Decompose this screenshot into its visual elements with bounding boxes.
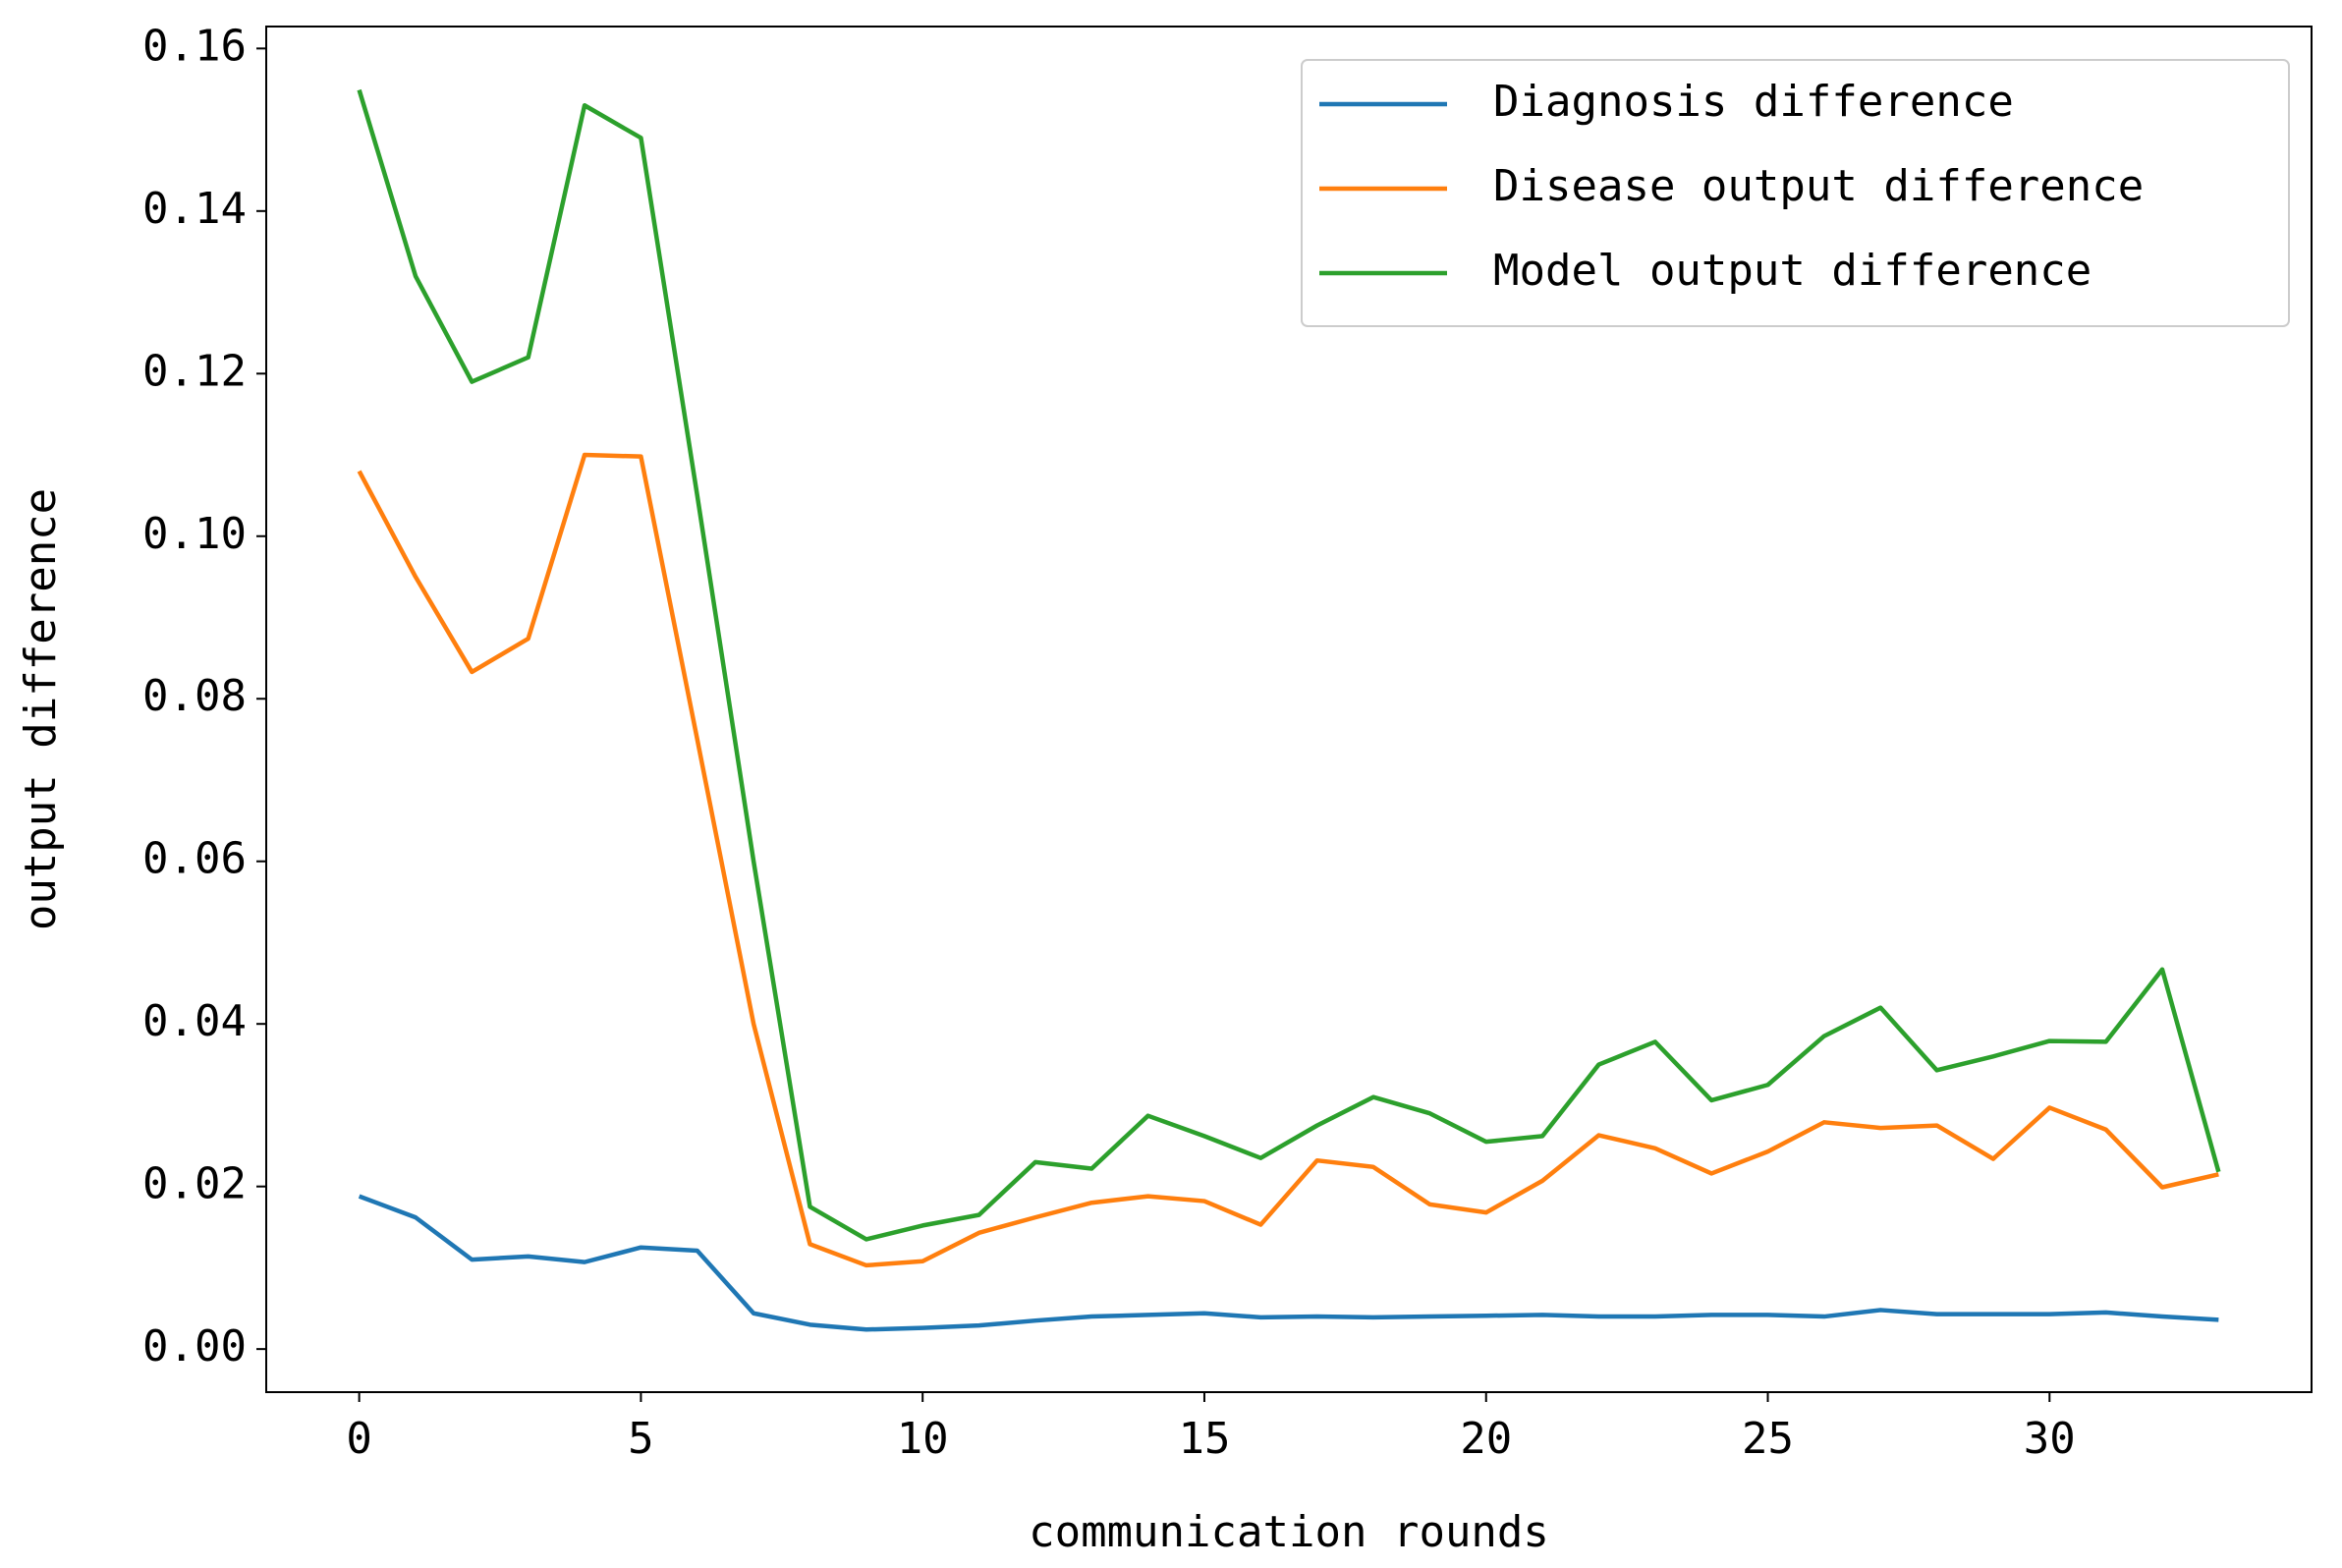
plot-frame	[265, 26, 2313, 1393]
y-tick-label: 0.08	[142, 671, 247, 721]
y-tick-label: 0.16	[142, 21, 247, 71]
x-tick-label: 25	[1742, 1414, 1794, 1464]
legend-box	[1301, 59, 2290, 327]
legend-label: Diagnosis difference	[1493, 77, 2014, 127]
y-tick-label: 0.02	[142, 1159, 247, 1209]
x-tick-label: 30	[2024, 1414, 2076, 1464]
series-line	[358, 1194, 2219, 1332]
series-line	[357, 88, 2221, 1242]
y-tick-label: 0.04	[142, 996, 247, 1046]
x-axis-label: communication rounds	[1029, 1507, 1549, 1557]
x-tick-label: 5	[628, 1414, 654, 1464]
y-tick-label: 0.00	[142, 1321, 247, 1372]
y-axis-label: output difference	[16, 488, 66, 930]
legend-label: Model output difference	[1493, 246, 2091, 296]
x-tick-label: 10	[897, 1414, 949, 1464]
legend-label: Disease output difference	[1493, 161, 2144, 211]
x-tick-label: 0	[346, 1414, 372, 1464]
series-line	[357, 452, 2219, 1268]
x-tick-label: 20	[1460, 1414, 1512, 1464]
y-tick-label: 0.06	[142, 834, 247, 884]
y-tick-label: 0.10	[142, 509, 247, 559]
y-tick-label: 0.12	[142, 346, 247, 396]
x-tick-label: 15	[1178, 1414, 1230, 1464]
y-tick-label: 0.14	[142, 184, 247, 234]
